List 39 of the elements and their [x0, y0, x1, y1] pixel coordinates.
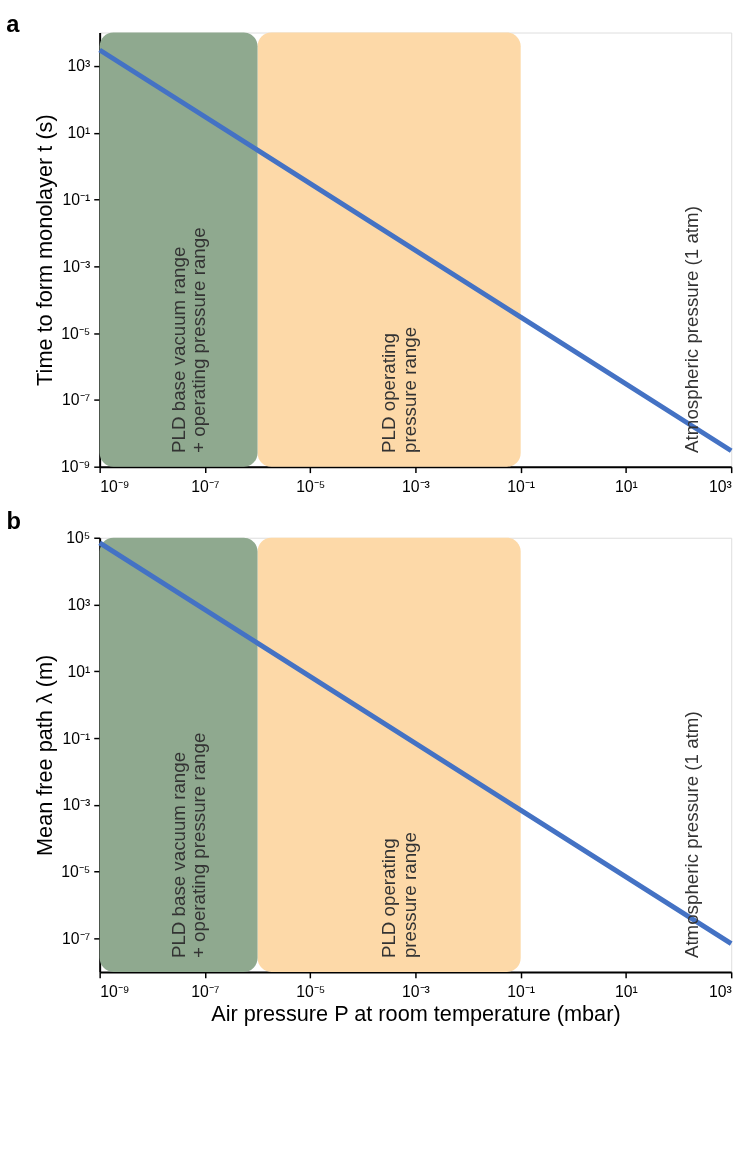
band-label: PLD operating pressure range	[378, 832, 420, 959]
y-tick-label: 10⁻⁵	[61, 324, 91, 342]
x-tick-label: 10³	[708, 477, 732, 495]
x-tick-label: 10⁻³	[402, 477, 430, 495]
y-tick-label: 10⁻⁹	[60, 458, 91, 476]
y-tick-label: 10⁻¹	[62, 729, 91, 747]
annotation: Atmospheric pressure (1 atm)	[680, 711, 702, 959]
band-label: PLD base vacuum range + operating pressure range	[167, 732, 210, 959]
y-tick-label: 10¹	[67, 662, 91, 680]
y-tick-label: 10⁻¹	[62, 190, 91, 208]
y-axis-title: Time to form monolayer t (s)	[32, 114, 58, 386]
x-tick-label: 10³	[708, 983, 732, 1001]
x-tick-label: 10⁻⁹	[100, 983, 130, 1001]
y-tick-label: 10⁻⁷	[62, 929, 91, 947]
x-tick-label: 10⁻¹	[507, 983, 536, 1001]
x-tick-label: 10⁻⁵	[296, 983, 326, 1001]
x-tick-label: 10⁻⁷	[191, 983, 220, 1001]
annotation: Atmospheric pressure (1 atm)	[680, 206, 702, 453]
y-tick-label: 10⁻³	[62, 796, 91, 814]
y-tick-label: 10³	[67, 595, 91, 613]
x-tick-label: 10¹	[615, 983, 638, 1001]
y-tick-label: 10⁵	[66, 529, 91, 547]
x-tick-label: 10⁻¹	[507, 477, 536, 495]
y-tick-label: 10⁻⁷	[62, 391, 91, 409]
x-tick-label: 10¹	[615, 477, 638, 495]
y-axis-title: Mean free path λ (m)	[32, 654, 58, 856]
y-tick-label: 10⁻⁵	[61, 863, 91, 881]
x-tick-label: 10⁻⁹	[100, 477, 130, 495]
x-tick-label: 10⁻³	[402, 983, 430, 1001]
x-axis-title: Air pressure P at room temperature (mbar)	[211, 1000, 621, 1026]
y-tick-label: 10⁻³	[62, 257, 91, 275]
x-tick-label: 10⁻⁵	[296, 477, 326, 495]
x-tick-label: 10⁻⁷	[191, 477, 220, 495]
chart-title: a	[6, 10, 21, 37]
band-label: PLD operating pressure range	[378, 326, 420, 453]
y-tick-label: 10¹	[67, 124, 91, 142]
band-label: PLD base vacuum range + operating pressure range	[167, 227, 210, 453]
y-tick-label: 10³	[67, 57, 91, 75]
chart-title: b	[6, 507, 21, 534]
